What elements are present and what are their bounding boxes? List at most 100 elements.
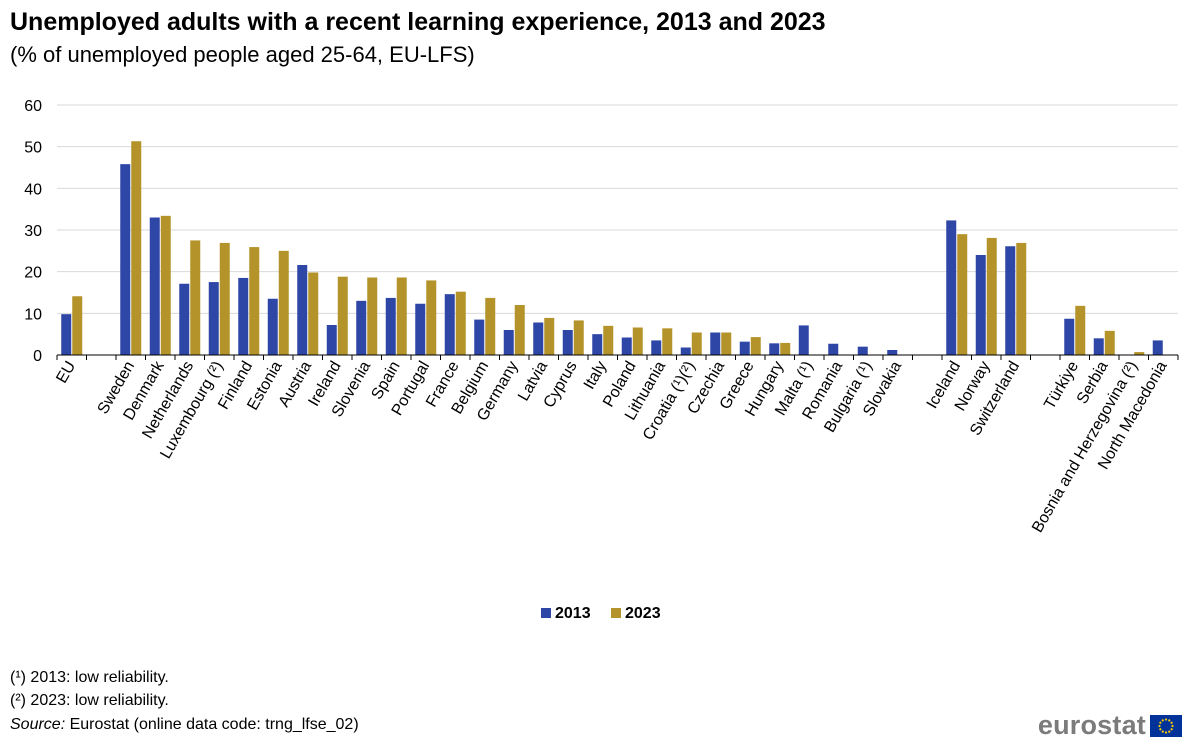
bar-2023-t-rkiye <box>1075 305 1086 355</box>
bar-2023-luxembourg <box>219 242 230 355</box>
bar-2023-belgium <box>485 297 496 355</box>
y-tick-label-50: 50 <box>24 140 42 157</box>
bar-2023-lithuania <box>662 328 673 355</box>
bar-2013-slovenia <box>356 300 367 355</box>
x-label-italy: Italy <box>581 359 610 393</box>
bar-2013-serbia <box>1093 338 1104 355</box>
y-tick-label-40: 40 <box>24 181 42 198</box>
bar-2013-eu <box>61 314 72 355</box>
bar-2023-denmark <box>160 215 171 355</box>
bar-2023-ireland <box>337 276 348 355</box>
bar-2023-austria <box>308 272 319 355</box>
bar-2013-spain <box>385 297 396 355</box>
bar-2013-hungary <box>769 343 780 355</box>
bar-2013-sweden <box>120 164 131 355</box>
footnote-1: (¹) 2013: low reliability. <box>10 669 169 686</box>
bar-2013-cyprus <box>562 330 573 355</box>
flag-star <box>1168 730 1171 733</box>
bar-2023-bosnia-and-herzegovina <box>1134 352 1145 355</box>
bar-2023-poland <box>632 327 643 355</box>
bar-2013-north-macedonia <box>1152 340 1163 355</box>
bar-2023-latvia <box>544 317 555 355</box>
y-axis-tick-labels: 0 10 20 30 40 50 60 <box>24 98 42 365</box>
bar-2013-france <box>444 294 455 355</box>
bar-2013-switzerland <box>1005 246 1016 355</box>
bar-2013-malta <box>798 325 809 355</box>
bar-2023-sweden <box>131 141 142 355</box>
y-tick-label-30: 30 <box>24 223 42 240</box>
bar-2023-eu <box>72 296 83 355</box>
bar-2023-italy <box>603 325 614 355</box>
bar-2023-czechia <box>721 332 732 355</box>
bar-2013-iceland <box>946 220 957 355</box>
bar-2013-croatia <box>680 347 691 355</box>
bar-2013-finland <box>238 277 249 355</box>
footnote-2: (²) 2023: low reliability. <box>10 692 169 709</box>
source-text: Eurostat (online data code: trng_lfse_02… <box>65 716 359 733</box>
bar-2013-netherlands <box>179 283 190 355</box>
bar-2013-lithuania <box>651 340 662 355</box>
bar-2013-estonia <box>267 298 278 355</box>
bar-2023-serbia <box>1104 330 1115 355</box>
bar-2013-greece <box>739 341 750 355</box>
bar-2023-finland <box>249 247 260 355</box>
bar-2023-switzerland <box>1016 242 1027 355</box>
chart-subtitle: (% of unemployed people aged 25-64, EU-L… <box>10 42 475 67</box>
flag-star <box>1168 718 1171 721</box>
flag-star <box>1159 727 1162 730</box>
y-tick-label-60: 60 <box>24 98 42 115</box>
bar-2013-italy <box>592 334 603 355</box>
flag-star <box>1164 717 1168 721</box>
flag-star <box>1158 724 1161 727</box>
bars <box>61 141 1163 355</box>
bar-2013-austria <box>297 265 308 355</box>
bar-2023-spain <box>396 277 407 355</box>
legend-swatch-2013 <box>541 608 551 618</box>
bar-2013-czechia <box>710 332 721 355</box>
bar-2013-latvia <box>533 322 544 355</box>
bar-2013-bulgaria <box>857 346 868 355</box>
flag-star <box>1164 730 1168 734</box>
flag-star <box>1170 727 1173 730</box>
eu-flag-icon <box>1150 714 1182 737</box>
legend-swatch-2023 <box>611 608 621 618</box>
legend: 2013 2023 <box>541 605 661 622</box>
bar-2013-ireland <box>326 325 337 355</box>
bar-2013-portugal <box>415 303 426 355</box>
bar-2013-belgium <box>474 319 485 355</box>
x-label-t-rkiye: Türkiye <box>1041 358 1082 412</box>
y-tick-label-20: 20 <box>24 265 42 282</box>
legend-label-2023: 2023 <box>625 605 661 622</box>
bar-2023-germany <box>514 305 525 355</box>
flag-star <box>1159 721 1162 724</box>
bar-2013-romania <box>828 343 839 355</box>
eurostat-logo: eurostat <box>1038 710 1182 741</box>
bar-2013-slovakia <box>887 350 898 355</box>
bar-2013-denmark <box>149 217 160 355</box>
bar-2023-hungary <box>780 342 791 355</box>
flag-star <box>1161 718 1164 721</box>
y-tick-label-10: 10 <box>24 306 42 323</box>
y-tick-label-0: 0 <box>33 348 42 365</box>
bar-2023-iceland <box>957 234 968 355</box>
bar-2023-croatia <box>691 332 702 355</box>
bar-2013-poland <box>621 337 632 355</box>
flag-star <box>1170 721 1173 724</box>
bar-2023-france <box>455 291 466 355</box>
bar-2023-cyprus <box>573 320 584 355</box>
x-axis <box>56 354 1179 360</box>
bar-2023-portugal <box>426 280 437 355</box>
bar-chart: 0 10 20 30 40 50 60 EU SwedenDenmarkNetherlands… <box>24 98 1179 622</box>
flag-star <box>1161 730 1164 733</box>
legend-label-2013: 2013 <box>555 605 591 622</box>
bar-2023-greece <box>750 337 761 355</box>
eurostat-wordmark: eurostat <box>1037 710 1146 740</box>
bar-2023-estonia <box>278 250 289 355</box>
bar-2013-luxembourg <box>208 282 219 355</box>
bar-2013-t-rkiye <box>1064 318 1075 355</box>
x-label-eu: EU <box>53 359 79 387</box>
chart-title: Unemployed adults with a recent learning… <box>10 8 826 36</box>
source-label: Source: <box>10 716 66 733</box>
bar-2013-norway <box>975 255 986 355</box>
